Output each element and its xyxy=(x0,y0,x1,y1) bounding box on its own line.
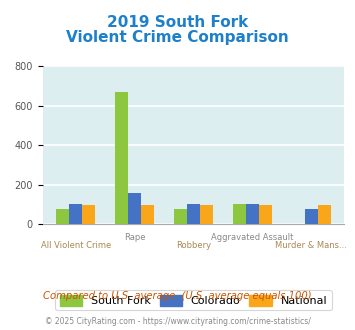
Text: Violent Crime Comparison: Violent Crime Comparison xyxy=(66,30,289,45)
Bar xyxy=(69,204,82,224)
Bar xyxy=(246,204,259,224)
Bar xyxy=(128,193,141,224)
Bar xyxy=(141,205,154,224)
Text: Rape: Rape xyxy=(124,233,145,242)
Bar xyxy=(115,92,128,224)
Bar xyxy=(259,205,272,224)
Bar xyxy=(305,209,318,224)
Bar xyxy=(233,204,246,224)
Bar xyxy=(82,205,95,224)
Text: 2019 South Fork: 2019 South Fork xyxy=(107,15,248,30)
Text: Aggravated Assault: Aggravated Assault xyxy=(211,233,294,242)
Bar xyxy=(200,205,213,224)
Text: © 2025 CityRating.com - https://www.cityrating.com/crime-statistics/: © 2025 CityRating.com - https://www.city… xyxy=(45,317,310,326)
Text: Compared to U.S. average. (U.S. average equals 100): Compared to U.S. average. (U.S. average … xyxy=(43,291,312,301)
Text: Murder & Mans...: Murder & Mans... xyxy=(275,241,347,250)
Bar xyxy=(318,205,331,224)
Legend: South Fork, Colorado, National: South Fork, Colorado, National xyxy=(55,290,332,311)
Text: Robbery: Robbery xyxy=(176,241,211,250)
Bar xyxy=(56,209,69,224)
Text: All Violent Crime: All Violent Crime xyxy=(40,241,111,250)
Bar xyxy=(174,209,187,224)
Bar xyxy=(187,204,200,224)
